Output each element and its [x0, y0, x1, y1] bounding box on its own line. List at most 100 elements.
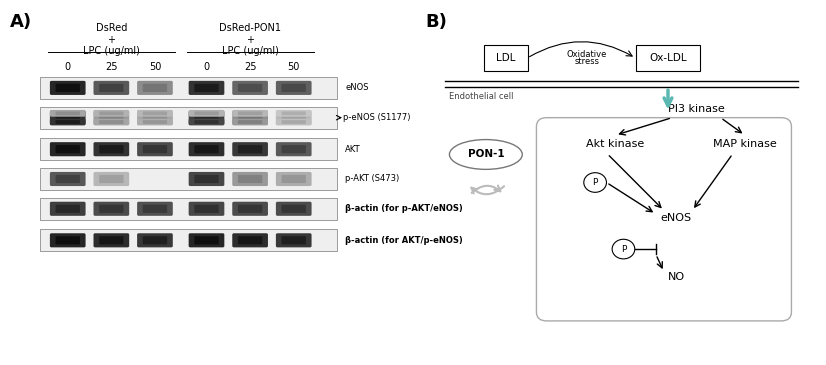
FancyBboxPatch shape	[99, 120, 124, 124]
FancyBboxPatch shape	[50, 233, 86, 247]
FancyBboxPatch shape	[143, 84, 167, 92]
Text: +: +	[107, 35, 116, 45]
FancyBboxPatch shape	[143, 120, 167, 124]
FancyBboxPatch shape	[282, 205, 306, 213]
Text: DsRed: DsRed	[96, 23, 127, 33]
Text: Akt kinase: Akt kinase	[586, 139, 644, 149]
Text: p-AKT (S473): p-AKT (S473)	[345, 174, 400, 184]
FancyBboxPatch shape	[93, 233, 129, 247]
FancyBboxPatch shape	[636, 45, 700, 71]
Text: PON-1: PON-1	[468, 150, 504, 160]
FancyBboxPatch shape	[276, 142, 311, 156]
Text: LPC (ug/ml): LPC (ug/ml)	[83, 46, 140, 56]
FancyBboxPatch shape	[93, 81, 129, 95]
FancyBboxPatch shape	[238, 145, 263, 153]
Text: Endothelial cell: Endothelial cell	[449, 92, 514, 101]
Bar	[40, 168, 337, 190]
FancyBboxPatch shape	[188, 172, 225, 186]
FancyBboxPatch shape	[282, 114, 306, 122]
FancyBboxPatch shape	[276, 119, 311, 126]
FancyBboxPatch shape	[194, 111, 219, 115]
FancyBboxPatch shape	[282, 120, 306, 124]
Text: A): A)	[10, 12, 32, 31]
Text: LDL: LDL	[496, 53, 516, 63]
FancyBboxPatch shape	[238, 205, 263, 213]
FancyBboxPatch shape	[232, 142, 268, 156]
FancyBboxPatch shape	[276, 111, 311, 125]
FancyBboxPatch shape	[282, 175, 306, 183]
FancyBboxPatch shape	[50, 202, 86, 216]
FancyBboxPatch shape	[232, 110, 268, 117]
FancyBboxPatch shape	[55, 175, 80, 183]
FancyBboxPatch shape	[99, 84, 124, 92]
FancyBboxPatch shape	[194, 205, 219, 213]
FancyBboxPatch shape	[194, 145, 219, 153]
Text: β-actin (for AKT/p-eNOS): β-actin (for AKT/p-eNOS)	[345, 236, 463, 245]
Text: 50: 50	[149, 62, 161, 72]
Text: stress: stress	[575, 57, 600, 66]
FancyBboxPatch shape	[50, 172, 86, 186]
FancyBboxPatch shape	[55, 205, 80, 213]
Text: MAP kinase: MAP kinase	[713, 139, 776, 149]
FancyBboxPatch shape	[232, 202, 268, 216]
FancyBboxPatch shape	[143, 145, 167, 153]
FancyBboxPatch shape	[137, 142, 173, 156]
Ellipse shape	[449, 139, 522, 169]
FancyBboxPatch shape	[238, 114, 263, 122]
FancyBboxPatch shape	[188, 81, 225, 95]
Text: eNOS: eNOS	[661, 212, 691, 223]
FancyBboxPatch shape	[188, 202, 225, 216]
FancyBboxPatch shape	[188, 233, 225, 247]
FancyBboxPatch shape	[238, 84, 263, 92]
FancyBboxPatch shape	[137, 119, 173, 126]
Text: eNOS: eNOS	[345, 83, 368, 92]
FancyBboxPatch shape	[143, 114, 167, 122]
FancyBboxPatch shape	[55, 145, 80, 153]
FancyBboxPatch shape	[137, 81, 173, 95]
FancyBboxPatch shape	[137, 111, 173, 125]
FancyBboxPatch shape	[55, 114, 80, 122]
Bar	[40, 138, 337, 160]
FancyBboxPatch shape	[50, 111, 86, 125]
FancyBboxPatch shape	[276, 202, 311, 216]
FancyBboxPatch shape	[50, 110, 86, 117]
FancyBboxPatch shape	[143, 111, 167, 115]
FancyBboxPatch shape	[194, 175, 219, 183]
FancyBboxPatch shape	[194, 114, 219, 122]
Text: 25: 25	[244, 62, 256, 72]
FancyBboxPatch shape	[143, 205, 167, 213]
FancyBboxPatch shape	[50, 119, 86, 126]
FancyBboxPatch shape	[194, 84, 219, 92]
FancyBboxPatch shape	[276, 81, 311, 95]
FancyBboxPatch shape	[137, 233, 173, 247]
FancyBboxPatch shape	[93, 119, 129, 126]
FancyBboxPatch shape	[137, 202, 173, 216]
FancyBboxPatch shape	[137, 110, 173, 117]
Text: P: P	[621, 245, 626, 254]
FancyBboxPatch shape	[93, 202, 129, 216]
Text: AKT: AKT	[345, 145, 361, 154]
FancyBboxPatch shape	[194, 236, 219, 245]
Text: 25: 25	[105, 62, 117, 72]
Bar	[40, 107, 337, 128]
FancyBboxPatch shape	[282, 145, 306, 153]
Text: β-actin (for p-AKT/eNOS): β-actin (for p-AKT/eNOS)	[345, 204, 463, 213]
FancyBboxPatch shape	[188, 142, 225, 156]
FancyBboxPatch shape	[232, 119, 268, 126]
Text: B): B)	[425, 12, 447, 31]
FancyBboxPatch shape	[50, 81, 86, 95]
FancyBboxPatch shape	[55, 84, 80, 92]
Text: +: +	[246, 35, 254, 45]
FancyBboxPatch shape	[55, 120, 80, 124]
FancyBboxPatch shape	[99, 175, 124, 183]
Text: 50: 50	[287, 62, 300, 72]
FancyBboxPatch shape	[188, 119, 225, 126]
FancyBboxPatch shape	[232, 172, 268, 186]
FancyBboxPatch shape	[238, 111, 263, 115]
Bar	[40, 198, 337, 220]
FancyBboxPatch shape	[93, 142, 129, 156]
Text: p-eNOS (S1177): p-eNOS (S1177)	[344, 113, 411, 122]
FancyBboxPatch shape	[99, 145, 124, 153]
FancyBboxPatch shape	[194, 120, 219, 124]
FancyBboxPatch shape	[188, 110, 225, 117]
